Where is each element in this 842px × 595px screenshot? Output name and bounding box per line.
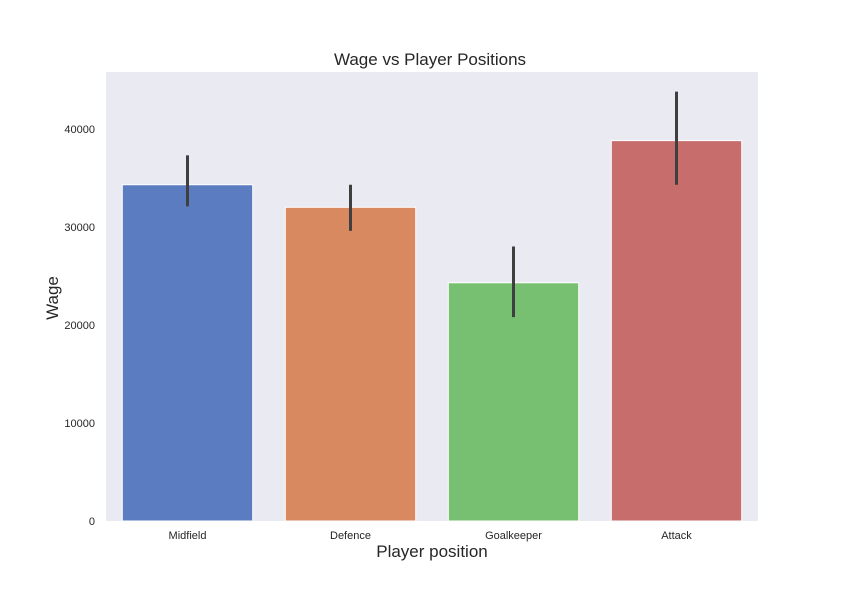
x-tick-label: Attack <box>661 530 692 542</box>
y-ticks-group: 0 10000 20000 30000 40000 <box>64 124 95 528</box>
chart-title: Wage vs Player Positions <box>334 50 526 69</box>
x-tick-label: Defence <box>330 530 371 542</box>
bar-defence <box>284 206 417 522</box>
bar-attack <box>610 140 743 522</box>
y-tick-label: 0 <box>89 516 95 528</box>
y-tick-label: 20000 <box>64 320 95 332</box>
error-bars-group <box>186 91 678 318</box>
x-axis-label: Player position <box>376 542 488 561</box>
y-axis-label: Wage <box>43 276 62 320</box>
bar-midfield <box>121 184 254 522</box>
y-tick-label: 40000 <box>64 124 95 136</box>
x-tick-label: Goalkeeper <box>485 530 542 542</box>
x-ticks-group: Midfield Defence Goalkeeper Attack <box>169 530 693 542</box>
bars-group <box>121 140 743 522</box>
x-tick-label: Midfield <box>169 530 207 542</box>
bar-goalkeeper <box>447 282 580 522</box>
y-tick-label: 10000 <box>64 418 95 430</box>
y-tick-label: 30000 <box>64 222 95 234</box>
